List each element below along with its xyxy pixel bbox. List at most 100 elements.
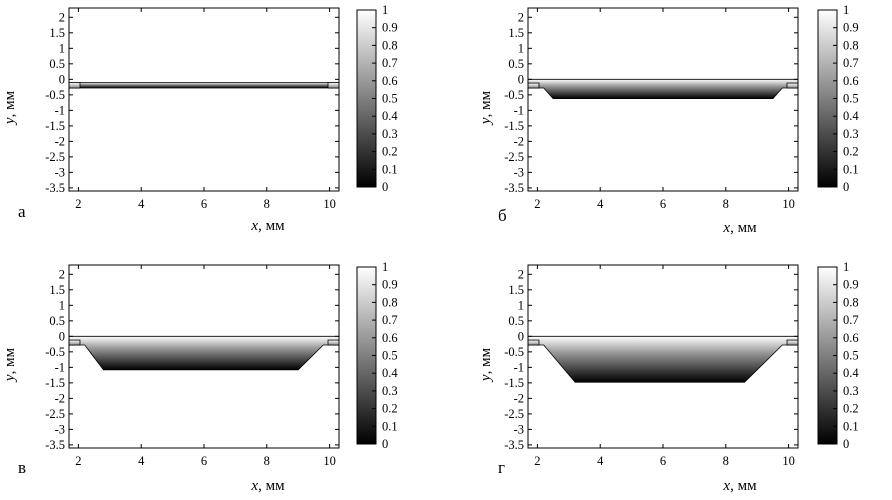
panel-letter: в xyxy=(18,458,26,477)
x-tick-label: 10 xyxy=(323,454,336,468)
y-axis-label: y, мм xyxy=(478,90,494,126)
colorbar-tick-label: 0.3 xyxy=(843,384,859,398)
colorbar-tick-label: 0 xyxy=(382,437,388,451)
colorbar-tick-label: 0.4 xyxy=(843,366,859,380)
x-tick-label: 10 xyxy=(782,454,795,468)
y-tick-label: 1 xyxy=(59,41,65,55)
y-tick-label: 1 xyxy=(59,298,65,312)
y-axis-label-var: y xyxy=(478,117,494,126)
y-tick-label: -3.5 xyxy=(45,181,65,195)
colorbar-tick-label: 0.8 xyxy=(843,295,859,309)
y-tick-label: 2 xyxy=(518,267,524,281)
left-edge-stub xyxy=(527,339,540,346)
y-tick-label: -3.5 xyxy=(504,438,524,452)
y-tick-label: -0.5 xyxy=(45,345,65,359)
x-axis-label: x, мм xyxy=(722,220,757,236)
colorbar-tick-label: 0.5 xyxy=(843,349,859,363)
y-tick-label: -3.5 xyxy=(45,438,65,452)
y-tick-label: -0.5 xyxy=(45,88,65,102)
colorbar-tick-label: 0.5 xyxy=(382,349,398,363)
y-tick-label: -2.5 xyxy=(45,407,65,421)
plot-area xyxy=(528,8,798,191)
y-tick-label: -2 xyxy=(55,391,65,405)
y-tick-label: -3 xyxy=(55,165,65,179)
x-tick-label: 10 xyxy=(782,197,795,211)
colorbar-tick-label: 0.2 xyxy=(843,402,859,416)
colorbar-tick-label: 0.5 xyxy=(843,92,859,106)
colorbar-tick-label: 1 xyxy=(382,3,388,17)
y-tick-label: -2.5 xyxy=(504,407,524,421)
y-tick-label: -0.5 xyxy=(504,88,524,102)
x-axis-label-unit: , мм xyxy=(730,220,757,236)
y-tick-label: 0 xyxy=(59,72,65,86)
colorbar-tick-label: 0.7 xyxy=(843,56,859,70)
y-tick-label: 1.5 xyxy=(508,26,524,40)
colorbar-tick-label: 0.9 xyxy=(382,21,398,35)
y-axis-label: y, мм xyxy=(478,347,494,383)
y-tick-label: -2 xyxy=(55,134,65,148)
x-tick-label: 4 xyxy=(138,454,145,468)
y-tick-label: -0.5 xyxy=(504,345,524,359)
x-tick-label: 2 xyxy=(534,197,540,211)
x-axis-label-var: x xyxy=(250,478,258,494)
y-axis-label-var: y xyxy=(2,117,18,126)
panel-letter: г xyxy=(498,458,505,477)
y-tick-label: -2 xyxy=(514,134,524,148)
right-edge-stub xyxy=(786,339,799,346)
colorbar-tick-label: 0.9 xyxy=(843,21,859,35)
y-axis-label-var: y xyxy=(478,374,494,383)
x-tick-label: 2 xyxy=(75,197,81,211)
colorbar-tick-label: 0.2 xyxy=(382,145,398,159)
left-edge-stub xyxy=(68,339,81,346)
x-axis-label-unit: , мм xyxy=(730,478,757,494)
x-axis-label-unit: , мм xyxy=(258,478,285,494)
x-axis-label: x, мм xyxy=(722,478,757,494)
x-axis-label-var: x xyxy=(250,218,258,234)
colorbar-tick-label: 0.4 xyxy=(382,109,398,123)
colorbar-tick-label: 0.2 xyxy=(843,145,859,159)
y-tick-label: 1 xyxy=(518,298,524,312)
chart-panel-2: 21.510.50-0.5-1-1.5-2-2.5-3-3.52 4 6 8 10x, … xyxy=(478,3,859,236)
y-tick-label: 0.5 xyxy=(508,57,524,71)
y-tick-label: 0.5 xyxy=(508,314,524,328)
y-tick-label: 0 xyxy=(59,329,65,343)
colorbar-tick-label: 0.6 xyxy=(843,331,859,345)
panel-letter: а xyxy=(18,202,26,221)
colorbar-tick-label: 0.3 xyxy=(382,127,398,141)
y-axis-label-unit: , мм xyxy=(2,90,18,117)
colorbar-tick-label: 0 xyxy=(382,180,388,194)
y-tick-label: -1 xyxy=(55,360,65,374)
x-tick-label: 6 xyxy=(201,197,207,211)
y-tick-label: -3.5 xyxy=(504,181,524,195)
y-axis-label: y, мм xyxy=(2,90,18,126)
colorbar-tick-label: 0.8 xyxy=(843,38,859,52)
y-tick-label: -2.5 xyxy=(45,150,65,164)
colorbar-tick-label: 1 xyxy=(843,260,849,274)
x-tick-label: 8 xyxy=(264,454,270,468)
colorbar-tick-label: 0.9 xyxy=(382,278,398,292)
colorbar-tick-label: 0.6 xyxy=(382,74,398,88)
y-tick-label: -2 xyxy=(514,391,524,405)
colorbar-tick-label: 0.1 xyxy=(843,162,859,176)
x-tick-label: 6 xyxy=(201,454,207,468)
chart-panel-3: 21.510.50-0.5-1-1.5-2-2.5-3-3.52 4 6 8 10x, … xyxy=(2,260,398,494)
y-tick-label: -1.5 xyxy=(45,119,65,133)
x-tick-label: 4 xyxy=(138,197,145,211)
y-tick-label: -3 xyxy=(55,422,65,436)
y-axis-label-unit: , мм xyxy=(2,347,18,374)
colorbar-tick-label: 0.5 xyxy=(382,92,398,106)
y-tick-label: 1.5 xyxy=(49,283,65,297)
right-edge-stub xyxy=(327,339,340,346)
y-tick-label: -3 xyxy=(514,165,524,179)
colorbar-tick-label: 0.3 xyxy=(843,127,859,141)
x-tick-label: 8 xyxy=(264,197,270,211)
y-tick-label: 0 xyxy=(518,72,524,86)
x-tick-label: 10 xyxy=(323,197,336,211)
y-axis-label-var: y xyxy=(2,374,18,383)
colorbar-tick-label: 0.2 xyxy=(382,402,398,416)
y-tick-label: 0.5 xyxy=(49,314,65,328)
y-tick-label: 1.5 xyxy=(49,26,65,40)
y-tick-label: -1 xyxy=(514,360,524,374)
y-axis-label: y, мм xyxy=(2,347,18,383)
colorbar-tick-label: 0.7 xyxy=(382,56,398,70)
